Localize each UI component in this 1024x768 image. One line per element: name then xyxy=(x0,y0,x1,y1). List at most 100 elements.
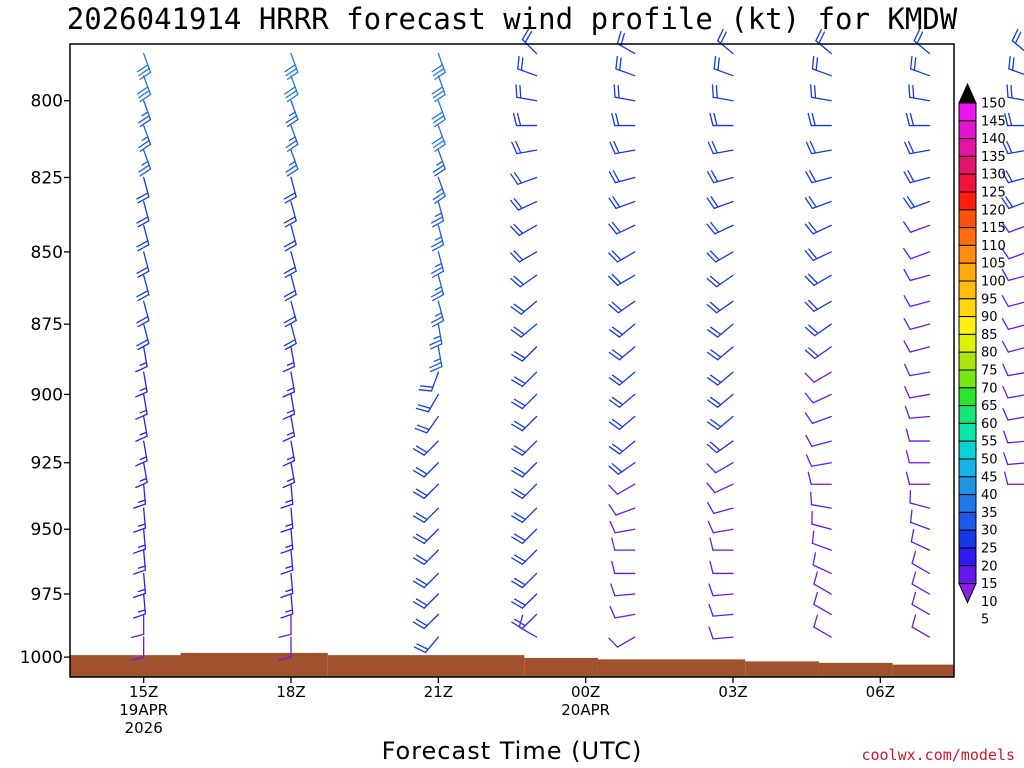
colorbar-label: 55 xyxy=(981,435,998,450)
wind-barb xyxy=(511,462,538,478)
wind-barb xyxy=(412,593,439,609)
colorbar-swatch xyxy=(958,209,977,229)
wind-barb xyxy=(510,300,538,315)
wind-barb xyxy=(412,483,439,500)
colorbar-swatch xyxy=(958,173,977,193)
wind-barb xyxy=(904,385,931,399)
wind-barb xyxy=(910,55,931,77)
colorbar-label: 135 xyxy=(981,150,1006,165)
wind-barb xyxy=(136,323,150,351)
wind-barb xyxy=(813,591,832,616)
colorbar-label: 140 xyxy=(981,132,1006,147)
wind-barb xyxy=(1008,55,1024,76)
wind-barb xyxy=(706,274,734,288)
colorbar-label: 120 xyxy=(981,203,1006,218)
wind-barb xyxy=(804,196,832,210)
wind-barb xyxy=(509,198,538,211)
x-tick-label: 21Z xyxy=(424,683,453,701)
wind-barb xyxy=(713,55,734,77)
wind-barb xyxy=(707,323,734,338)
wind-barb xyxy=(707,371,734,386)
colorbar-label: 30 xyxy=(981,524,998,539)
colorbar-swatch xyxy=(958,298,977,318)
wind-barb xyxy=(613,84,636,102)
y-tick-label: 875 xyxy=(31,315,63,335)
wind-barb xyxy=(608,462,636,475)
wind-barb xyxy=(813,614,832,638)
colorbar-swatch xyxy=(958,405,977,424)
wind-barb xyxy=(810,491,832,509)
wind-barb xyxy=(615,55,636,77)
colorbar-label: 10 xyxy=(981,595,998,610)
x-tick-label: 03Z xyxy=(718,683,747,701)
wind-barb xyxy=(511,415,538,432)
wind-barb xyxy=(511,593,538,609)
wind-barb xyxy=(280,483,294,509)
wind-barb xyxy=(1002,363,1024,377)
wind-barb xyxy=(1004,112,1024,127)
colorbar-swatch xyxy=(958,120,977,140)
credit-text: coolwx.com/models xyxy=(861,746,1015,764)
ground-block xyxy=(524,657,598,677)
wind-barb xyxy=(804,299,832,312)
colorbar-top-arrow xyxy=(958,82,977,104)
colorbar-swatch xyxy=(958,511,977,531)
wind-barb xyxy=(903,294,931,308)
colorbar-label: 65 xyxy=(981,399,998,414)
wind-barb xyxy=(278,636,292,661)
wind-barb xyxy=(608,196,636,210)
wind-barb xyxy=(412,572,439,589)
wind-barb xyxy=(911,571,931,595)
colorbar-label: 25 xyxy=(981,542,998,557)
wind-barb xyxy=(913,28,931,55)
wind-barb xyxy=(412,507,439,523)
wind-barb xyxy=(431,274,445,302)
colorbar-label: 150 xyxy=(981,97,1006,112)
wind-barb xyxy=(413,636,439,654)
wind-barb xyxy=(811,530,832,551)
colorbar-bottom-arrow xyxy=(958,583,977,604)
colorbar-label: 115 xyxy=(981,221,1006,236)
wind-barb xyxy=(909,489,931,509)
wind-barb xyxy=(285,149,299,177)
plot-frame xyxy=(69,43,955,678)
wind-barb xyxy=(608,346,636,361)
wind-barb xyxy=(811,55,832,77)
wind-barb xyxy=(136,75,152,103)
wind-barb xyxy=(518,614,538,638)
wind-barb xyxy=(1001,317,1024,331)
wind-barb xyxy=(135,462,148,489)
wind-barb xyxy=(282,393,296,420)
wind-barb xyxy=(706,482,734,494)
colorbar-swatch xyxy=(958,333,977,353)
wind-barb xyxy=(707,140,734,155)
wind-barb xyxy=(431,100,446,128)
wind-barb xyxy=(135,440,148,467)
wind-barb xyxy=(282,346,296,373)
wind-barb xyxy=(511,572,538,589)
wind-barb xyxy=(511,483,538,500)
colorbar-swatch xyxy=(958,476,977,496)
y-tick-label: 1000 xyxy=(20,648,63,668)
wind-barb xyxy=(608,371,636,386)
wind-barb xyxy=(608,415,636,430)
wind-barb xyxy=(133,483,147,509)
y-tick-label: 850 xyxy=(31,243,63,263)
wind-barb xyxy=(904,363,931,377)
wind-barb xyxy=(136,274,150,302)
wind-barb xyxy=(1002,140,1024,155)
wind-barb xyxy=(133,549,147,575)
wind-barb xyxy=(706,196,734,210)
wind-barb xyxy=(512,112,538,127)
wind-barb xyxy=(908,84,931,102)
y-tick-label: 800 xyxy=(31,92,63,112)
wind-barb xyxy=(511,371,538,387)
wind-barb xyxy=(283,323,297,351)
wind-barb xyxy=(432,149,446,177)
wind-barb xyxy=(280,549,294,575)
wind-barb xyxy=(903,170,931,184)
colorbar-label: 35 xyxy=(981,506,998,521)
wind-barb xyxy=(511,440,538,456)
